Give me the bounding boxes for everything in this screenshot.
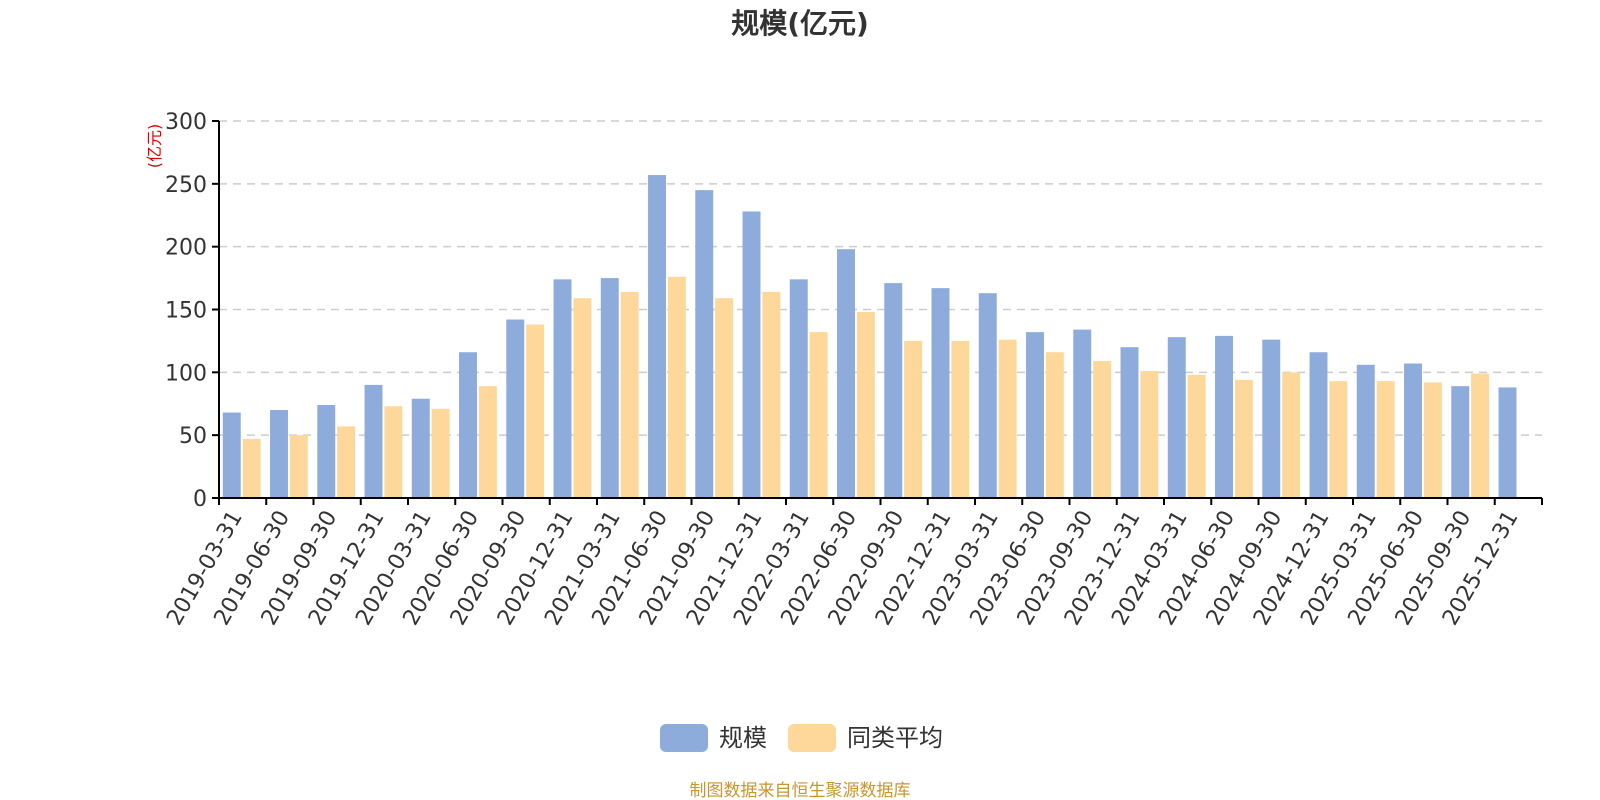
bar-peer-average xyxy=(1140,371,1159,498)
bar-scale xyxy=(459,352,477,498)
axes xyxy=(212,120,1543,505)
bar-peer-average xyxy=(573,298,592,498)
bar-scale xyxy=(411,398,430,498)
bar-scale xyxy=(648,175,666,498)
bar-scale xyxy=(837,249,855,498)
chart-title: 规模(亿元) xyxy=(731,7,869,40)
legend: 规模 同类平均 xyxy=(660,724,943,752)
bar-peer-average xyxy=(809,332,828,498)
bar-peer-average xyxy=(1234,379,1253,498)
bar-scale xyxy=(222,412,241,498)
bar-scale xyxy=(1026,332,1044,498)
grid-lines xyxy=(219,120,1542,436)
bar-peer-average xyxy=(715,298,734,498)
bar-scale xyxy=(1262,339,1281,498)
data-source-note: 制图数据来自恒生聚源数据库 xyxy=(690,781,911,800)
bar-scale xyxy=(1498,387,1517,498)
bar-peer-average xyxy=(620,291,639,498)
bar-peer-average xyxy=(1093,361,1112,498)
bar-scale xyxy=(884,283,903,498)
y-tick-label: 150 xyxy=(165,299,207,324)
bar-scale xyxy=(270,410,288,498)
bar-scale xyxy=(695,190,714,498)
bar-scale xyxy=(1451,386,1470,498)
y-tick-label: 50 xyxy=(179,424,207,449)
bar-scale xyxy=(1120,347,1139,498)
y-axis-unit-label: (亿元) xyxy=(145,124,164,169)
bar-scale xyxy=(742,211,761,499)
bar-peer-average xyxy=(1045,352,1064,498)
x-tick-labels: 2019-03-312019-06-302019-09-302019-12-31… xyxy=(162,507,1523,630)
legend-swatch xyxy=(660,724,708,752)
bar-peer-average xyxy=(526,324,545,498)
bar-peer-average xyxy=(337,426,356,498)
bar-peer-average xyxy=(431,408,450,498)
bar-peer-average xyxy=(1329,381,1348,498)
bar-scale xyxy=(931,288,950,498)
bars xyxy=(222,175,1517,499)
legend-swatch xyxy=(788,724,836,752)
bar-peer-average xyxy=(1376,381,1395,498)
bar-peer-average xyxy=(1282,372,1301,498)
bar-peer-average xyxy=(667,276,686,498)
bar-scale xyxy=(1215,335,1233,498)
bar-peer-average xyxy=(998,339,1017,498)
bar-scale xyxy=(1167,337,1186,498)
bar-peer-average xyxy=(904,340,923,498)
bar-peer-average xyxy=(384,406,403,498)
legend-label: 规模 xyxy=(719,724,767,752)
y-tick-label: 100 xyxy=(165,361,207,386)
bar-peer-average xyxy=(478,386,497,498)
bar-scale xyxy=(1404,363,1422,498)
bar-scale xyxy=(317,405,336,498)
bar-peer-average xyxy=(1187,374,1206,498)
bar-peer-average xyxy=(1471,373,1490,498)
bar-scale xyxy=(1073,329,1092,498)
bar-scale xyxy=(553,279,572,498)
bar-scale xyxy=(789,279,808,498)
bar-scale xyxy=(978,293,997,498)
bar-scale xyxy=(506,319,525,498)
bar-peer-average xyxy=(762,291,781,498)
bar-scale xyxy=(600,278,619,498)
y-tick-label: 300 xyxy=(165,110,207,135)
bar-peer-average xyxy=(951,340,970,498)
y-tick-label: 0 xyxy=(193,487,207,512)
bar-peer-average xyxy=(289,435,308,498)
y-tick-label: 200 xyxy=(165,236,207,261)
bar-peer-average xyxy=(856,312,875,498)
bar-peer-average xyxy=(242,438,261,498)
bar-peer-average xyxy=(1423,382,1442,498)
legend-label: 同类平均 xyxy=(847,724,943,752)
bar-scale xyxy=(1356,364,1375,498)
bar-scale xyxy=(1309,352,1328,498)
y-tick-labels: 0 50 100 150 200 250 300 xyxy=(165,110,207,512)
bar-scale xyxy=(364,384,383,498)
y-tick-label: 250 xyxy=(165,173,207,198)
